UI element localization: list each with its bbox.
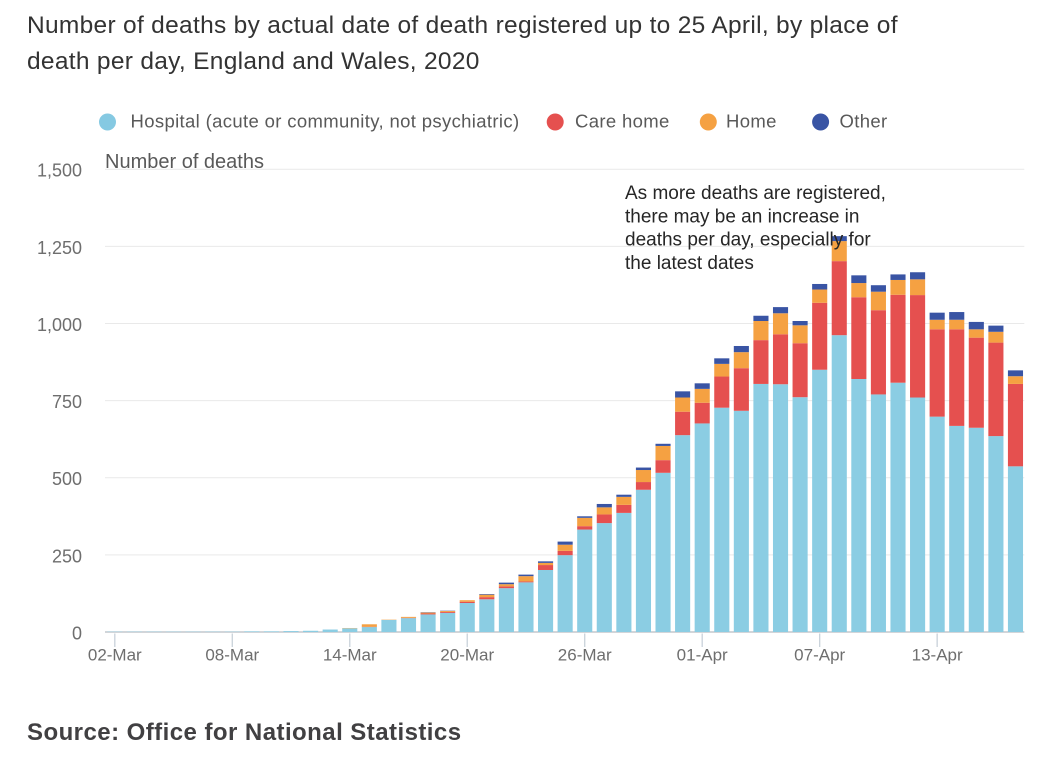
svg-text:Home: Home	[726, 111, 777, 132]
svg-text:the latest dates: the latest dates	[625, 253, 754, 274]
svg-text:Care home: Care home	[575, 111, 670, 132]
svg-text:26-Mar: 26-Mar	[558, 646, 612, 665]
svg-text:01-Apr: 01-Apr	[677, 646, 728, 665]
svg-text:0: 0	[72, 624, 82, 644]
svg-text:13-Apr: 13-Apr	[912, 646, 963, 665]
svg-text:1,500: 1,500	[37, 161, 82, 181]
svg-text:1,250: 1,250	[37, 238, 82, 258]
svg-text:Number of deaths: Number of deaths	[105, 151, 264, 173]
svg-text:Hospital (acute or community,: Hospital (acute or community, not psychi…	[131, 111, 520, 132]
svg-text:As more deaths are registered,: As more deaths are registered,	[625, 183, 886, 204]
svg-text:Source: Office for National St: Source: Office for National Statistics	[27, 719, 462, 746]
svg-text:20-Mar: 20-Mar	[440, 646, 494, 665]
svg-text:Other: Other	[840, 111, 888, 132]
svg-text:02-Mar: 02-Mar	[88, 646, 142, 665]
svg-text:death per day, England and Wal: death per day, England and Wales, 2020	[27, 48, 480, 75]
svg-text:deaths per day, especially for: deaths per day, especially for	[625, 230, 871, 251]
svg-text:Number of deaths by actual dat: Number of deaths by actual date of death…	[27, 12, 898, 39]
svg-text:14-Mar: 14-Mar	[323, 646, 377, 665]
svg-text:250: 250	[52, 546, 82, 566]
svg-text:500: 500	[52, 469, 82, 489]
svg-text:there may be an increase in: there may be an increase in	[625, 206, 859, 227]
svg-text:07-Apr: 07-Apr	[794, 646, 845, 665]
svg-text:08-Mar: 08-Mar	[205, 646, 259, 665]
svg-text:1,000: 1,000	[37, 315, 82, 335]
svg-text:750: 750	[52, 392, 82, 412]
